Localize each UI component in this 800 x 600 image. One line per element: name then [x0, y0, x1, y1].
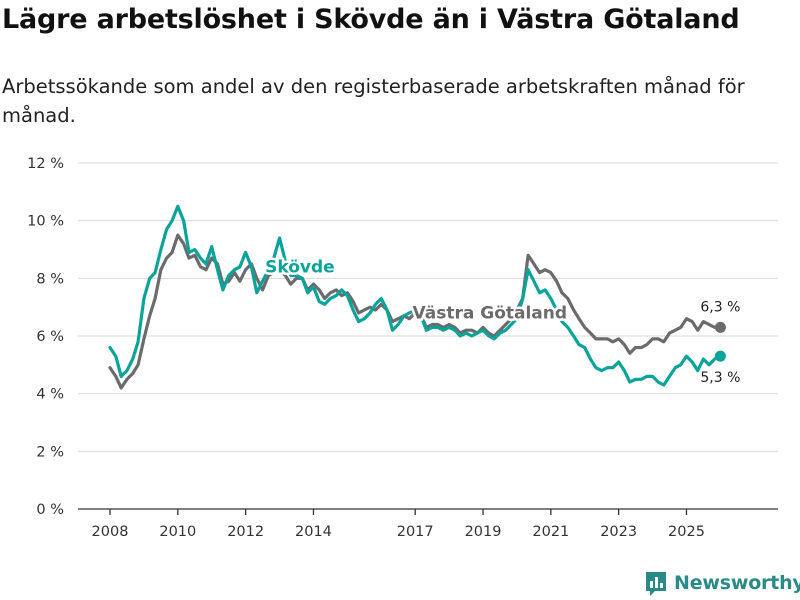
x-tick-label: 2014: [295, 524, 332, 540]
x-tick-label: 2025: [668, 524, 705, 540]
x-tick-label: 2021: [532, 524, 569, 540]
x-tick-label: 2019: [465, 524, 502, 540]
end-value-label: 6,3 %: [700, 299, 740, 315]
chart-title: Lägre arbetslöshet i Skövde än i Västra …: [2, 4, 740, 35]
y-tick-label: 12 %: [27, 156, 64, 172]
y-tick-label: 10 %: [27, 214, 64, 230]
newsworthy-logo-icon: [646, 572, 666, 596]
series-line-v-stra-g-taland: [108, 233, 722, 390]
line-chart: 0 % 2 % 4 % 6 % 8 % 10 % 12 % 2008 2010 2012 2014 2…: [27, 156, 778, 540]
end-value-label: 5,3 %: [700, 370, 740, 386]
brand-name: Newsworthy: [674, 572, 800, 594]
series-annotation: Västra Götaland: [413, 304, 568, 324]
x-tick-label: 2023: [600, 524, 637, 540]
x-tick-label: 2010: [159, 524, 196, 540]
x-tick-label: 2017: [397, 524, 434, 540]
end-point-v-stra-g-taland: [714, 321, 726, 333]
y-tick-label: 4 %: [36, 387, 64, 403]
y-tick-label: 2 %: [36, 444, 64, 460]
y-tick-label: 0 %: [36, 502, 64, 518]
chart-subtitle: Arbetssökande som andel av den registerb…: [2, 75, 745, 127]
x-tick-label: 2012: [227, 524, 264, 540]
end-point-sk-vde: [714, 350, 726, 362]
series-line-sk-vde: [108, 204, 722, 387]
y-tick-label: 6 %: [36, 329, 64, 345]
brand-logo[interactable]: Newsworthy: [644, 569, 800, 597]
series-annotation: Skövde: [265, 258, 335, 278]
y-tick-label: 8 %: [36, 271, 64, 287]
x-tick-label: 2008: [92, 524, 129, 540]
